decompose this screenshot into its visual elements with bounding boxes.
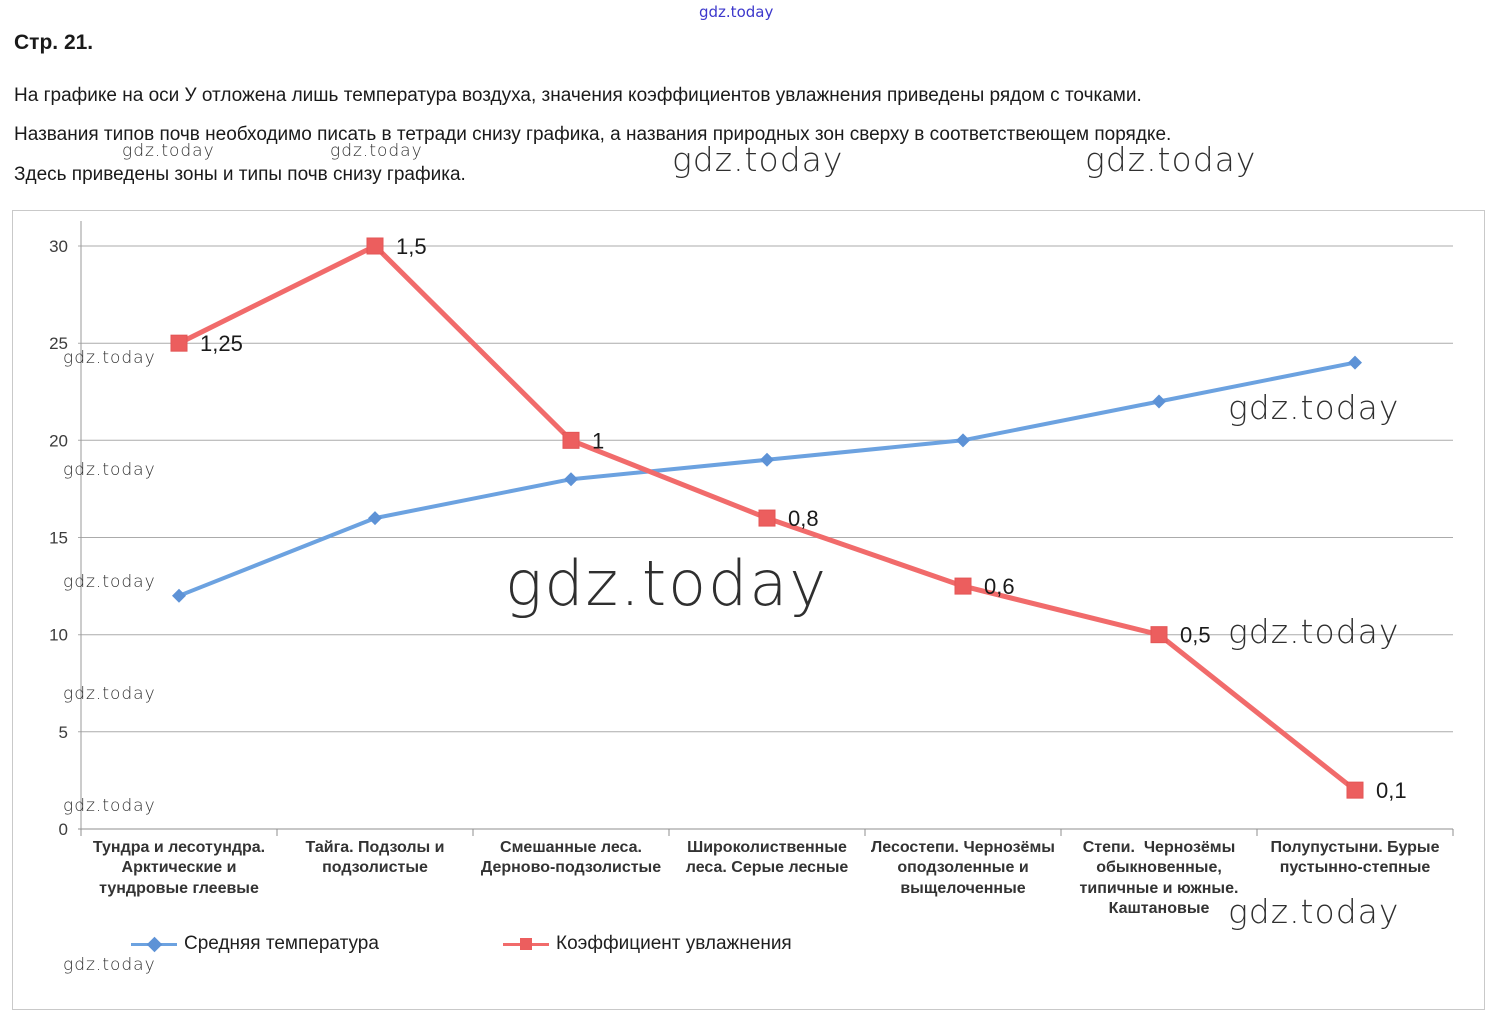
category-label: Степи. Чернозёмы обыкновенные, типичные … [1079, 839, 1243, 918]
point-label: 0,1 [1376, 778, 1407, 803]
moisture-point [954, 577, 972, 595]
temperature-point [172, 588, 186, 603]
chart-canvas: 0 5 10 15 20 25 30 1,25 1,5 1 0,8 0,6 0,5 0,1 [49, 221, 1454, 839]
temperature-point [1152, 394, 1166, 409]
instruction-line-2: Названия типов почв необходимо писать в … [14, 124, 1172, 145]
moisture-point [562, 431, 580, 449]
point-label: 0,8 [788, 506, 819, 531]
legend-item-moisture: Коэффициент увлажнения [503, 933, 792, 955]
chart-legend: Средняя температура Коэффициент увлажнен… [13, 933, 1484, 963]
category-label: Тундра и лесотундра. Арктические и тундр… [92, 839, 270, 897]
moisture-line-marker-icon [503, 935, 549, 953]
point-label: 1,5 [396, 234, 427, 259]
category-row: Тундра и лесотундра. Арктические и тундр… [81, 838, 1453, 920]
y-tick-label: 15 [49, 529, 68, 548]
point-label: 1,25 [200, 331, 243, 356]
temperature-line-marker-icon [131, 935, 177, 953]
legend-label-moisture: Коэффициент увлажнения [556, 933, 792, 954]
legend-label-temperature: Средняя температура [184, 933, 379, 954]
diamond-marker-icon [146, 936, 163, 953]
legend-item-temperature: Средняя температура [131, 933, 379, 955]
category-label: Широколиственные леса. Серые лесные [685, 839, 852, 877]
chart-container: 0 5 10 15 20 25 30 1,25 1,5 1 0,8 0,6 0,5 0,1 Тундра … [12, 210, 1485, 1010]
category-label: Лесостепи. Чернозёмы оподзоленные и выще… [871, 839, 1060, 897]
y-tick-label: 25 [49, 334, 68, 353]
y-tick-label: 0 [59, 820, 68, 839]
page-title: Стр. 21. [14, 31, 94, 54]
moisture-point [758, 509, 776, 527]
site-watermark: gdz.today [699, 3, 774, 21]
point-label: 0,6 [984, 574, 1015, 599]
instruction-line-3: Здесь приведены зоны и типы почв снизу г… [14, 164, 466, 185]
instruction-line-1: На графике на оси У отложена лишь темпер… [14, 85, 1142, 106]
moisture-point [1150, 626, 1168, 644]
temperature-point [368, 511, 382, 526]
y-tick-label: 5 [59, 723, 68, 742]
temperature-point [956, 433, 970, 448]
temperature-point [564, 472, 578, 487]
y-tick-label: 30 [49, 237, 68, 256]
point-label: 1 [592, 428, 604, 453]
moisture-point [170, 334, 188, 352]
y-tick-label: 10 [49, 626, 68, 645]
category-label: Полупустыни. Бурые пустынно-степные [1270, 839, 1444, 877]
y-tick-label: 20 [49, 431, 68, 450]
temperature-line [177, 360, 1357, 598]
temperature-point [760, 452, 774, 467]
point-label: 0,5 [1180, 623, 1211, 648]
temperature-point [1348, 355, 1362, 370]
moisture-point [366, 237, 384, 255]
moisture-point [1346, 781, 1364, 799]
category-label: Тайга. Подзолы и подзолистые [305, 839, 449, 877]
category-label: Смешанные леса. Дерново-подзолистые [480, 839, 662, 877]
square-marker-icon [520, 938, 532, 950]
